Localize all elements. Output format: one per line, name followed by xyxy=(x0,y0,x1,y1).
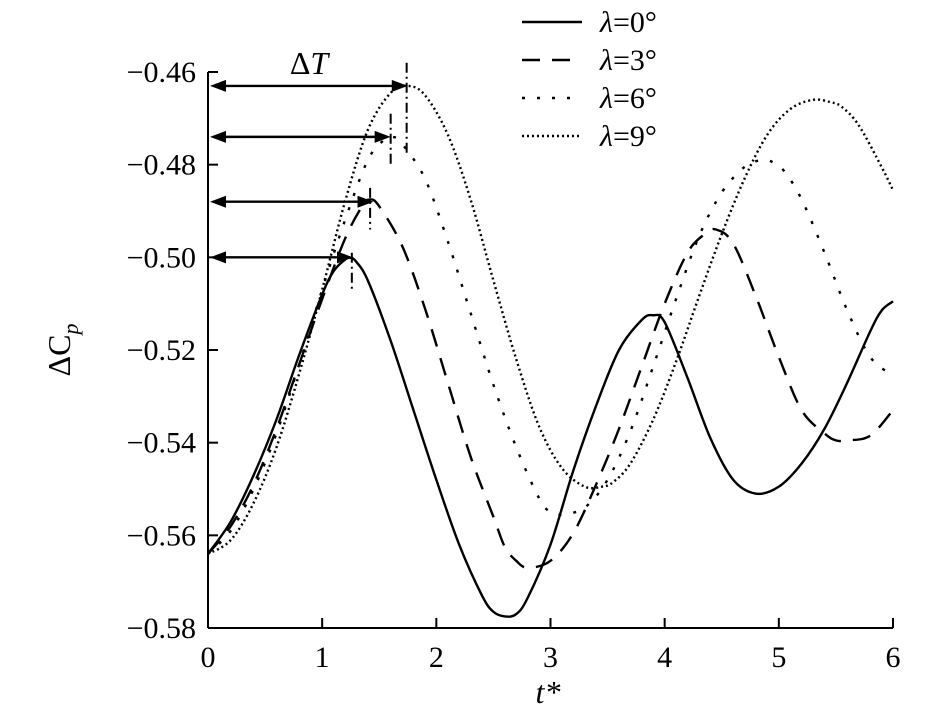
delta-t-label-italic: T xyxy=(310,45,330,81)
legend-value: =0° xyxy=(613,6,657,39)
y-tick-label: −0.48 xyxy=(127,149,196,182)
legend-value: =3° xyxy=(613,44,657,77)
legend-symbol: λ xyxy=(599,44,613,77)
x-tick-label: 5 xyxy=(771,641,786,674)
legend: λ=0°λ=3°λ=6°λ=9° xyxy=(522,6,657,153)
y-ticks-layer: −0.46 −0.48 −0.50 −0.52 −0.54 −0.56 −0.58 xyxy=(127,56,218,645)
y-tick-label: −0.52 xyxy=(127,334,196,367)
y-tick-label: −0.46 xyxy=(127,56,196,89)
y-tick-label: −0.56 xyxy=(127,519,196,552)
delta-t-arrow-head-right xyxy=(391,79,408,92)
x-axis-title: t* xyxy=(536,674,561,710)
delta-t-arrow-head-right xyxy=(374,130,391,143)
legend-value: =6° xyxy=(613,82,657,115)
series-line-dashed xyxy=(207,198,894,569)
x-tick-label: 6 xyxy=(886,641,901,674)
legend-value: =9° xyxy=(613,120,657,153)
y-tick-label: −0.54 xyxy=(127,427,196,460)
series-line-fine-dotted xyxy=(207,84,895,555)
delta-t-label: ΔT xyxy=(290,45,331,81)
legend-label: λ=3° xyxy=(599,44,657,77)
x-tick-label: 2 xyxy=(429,641,444,674)
legend-label: λ=0° xyxy=(599,6,657,39)
y-axis-title: ΔCp xyxy=(41,324,83,377)
legend-symbol: λ xyxy=(599,120,613,153)
series-line-dotted xyxy=(207,135,894,555)
x-ticks-layer: 0 1 2 3 4 5 6 xyxy=(201,618,901,674)
x-tick-label: 0 xyxy=(201,641,216,674)
x-tick-label: 4 xyxy=(657,641,672,674)
legend-symbol: λ xyxy=(599,6,613,39)
delta-t-arrow-head-left xyxy=(210,79,226,92)
series-line-solid xyxy=(207,256,894,618)
y-tick-label: −0.50 xyxy=(127,241,196,274)
y-tick-label: −0.58 xyxy=(127,612,196,645)
x-tick-label: 1 xyxy=(315,641,330,674)
delta-t-arrow-head-right xyxy=(336,251,353,264)
delta-t-label-main: Δ xyxy=(290,45,311,81)
legend-label: λ=6° xyxy=(599,82,657,115)
y-axis-title-sub: p xyxy=(58,324,83,337)
delta-t-arrow-head-right xyxy=(357,195,374,208)
delta-t-arrow-head-left xyxy=(210,130,226,143)
delta-t-arrow-head-left xyxy=(210,195,226,208)
y-axis-title-main: ΔC xyxy=(41,335,77,377)
x-tick-label: 3 xyxy=(543,641,558,674)
legend-symbol: λ xyxy=(599,82,613,115)
legend-label: λ=9° xyxy=(599,120,657,153)
x-axis-title-text: t* xyxy=(536,674,561,710)
delta-t-annotation: ΔT xyxy=(210,45,408,290)
series-layer xyxy=(207,84,895,618)
